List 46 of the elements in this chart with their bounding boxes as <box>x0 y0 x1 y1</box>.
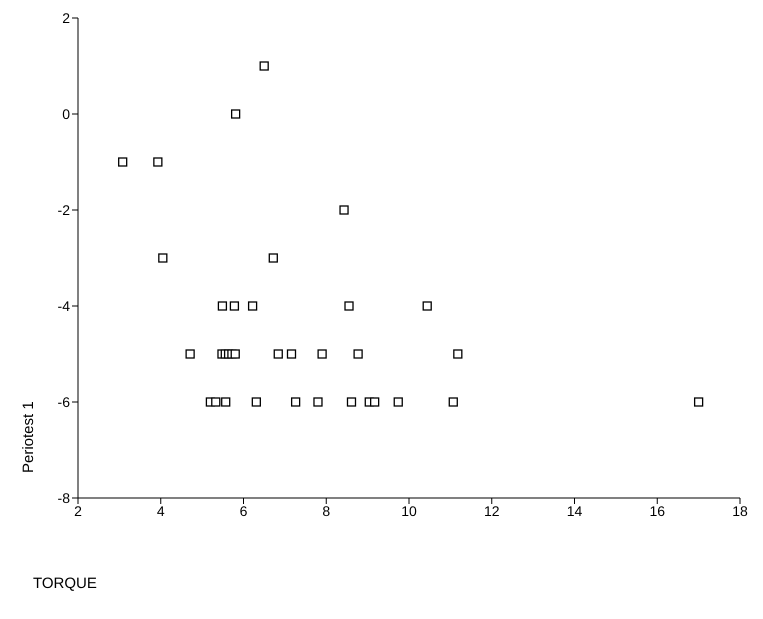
y-tick-label: -2 <box>58 202 70 218</box>
point <box>453 349 462 359</box>
point <box>694 397 704 407</box>
x-axis-title: TORQUE <box>33 575 97 592</box>
x-tick-label: 4 <box>156 502 165 519</box>
point <box>268 253 278 263</box>
x-tick-label: 18 <box>732 502 748 519</box>
point <box>221 397 230 407</box>
point <box>158 253 168 263</box>
x-tick-label: 12 <box>484 502 500 519</box>
x-tick-label: 8 <box>322 502 330 519</box>
point <box>290 397 300 407</box>
point <box>286 349 296 359</box>
y-tick-label: -4 <box>58 298 70 314</box>
point <box>274 349 283 359</box>
point <box>394 397 403 407</box>
x-tick-label: 16 <box>649 502 666 519</box>
y-tick-label: -8 <box>58 490 70 506</box>
y-tick-label: 0 <box>62 106 70 122</box>
point <box>211 397 220 407</box>
point <box>344 301 354 311</box>
x-tick-label: 14 <box>566 502 582 519</box>
y-tick-label: 2 <box>62 10 70 26</box>
point <box>118 157 128 167</box>
point <box>230 109 240 119</box>
point <box>339 205 349 215</box>
point <box>218 301 228 311</box>
x-tick-label: 6 <box>240 502 248 519</box>
point <box>185 349 195 359</box>
point <box>370 397 380 407</box>
point <box>252 397 261 407</box>
y-axis-title: Periotest 1 <box>20 401 37 473</box>
x-tick-label: 2 <box>74 502 82 519</box>
point <box>230 301 240 311</box>
x-tick-label: 10 <box>401 502 417 519</box>
y-tick-label: -6 <box>58 394 70 410</box>
point <box>422 301 432 311</box>
point <box>313 397 323 407</box>
point <box>248 301 258 311</box>
point <box>448 397 458 407</box>
point <box>346 397 356 407</box>
point <box>260 61 269 71</box>
point <box>153 157 163 167</box>
point <box>230 349 240 359</box>
point <box>317 349 327 359</box>
point <box>353 349 363 359</box>
